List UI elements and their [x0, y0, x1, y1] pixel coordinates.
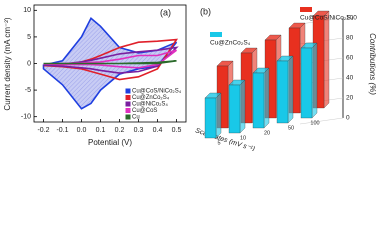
bar [276, 60, 289, 124]
bar [228, 84, 241, 134]
x-tick-label: 0.1 [96, 127, 106, 134]
y-tick-label: 20 [346, 95, 354, 102]
bar-side [287, 55, 294, 124]
y-tick-label: -10 [21, 114, 31, 121]
y-tick-label: 100 [346, 15, 357, 22]
legend-box [125, 114, 131, 120]
bar-side [323, 10, 330, 109]
bar-side [263, 67, 270, 129]
bar [252, 72, 265, 129]
y-axis-label: Contributions (%) [368, 33, 377, 95]
x-tick-label: 20 [264, 130, 270, 136]
bar-side [311, 42, 318, 119]
legend-label: Cu [132, 115, 140, 121]
y-tick-label: 40 [346, 75, 354, 82]
y-tick-label: 10 [23, 7, 31, 14]
x-tick-label: 50 [288, 125, 294, 131]
x-tick-label: 5 [217, 140, 220, 146]
x-tick-label: 0.4 [153, 127, 163, 134]
y-tick-label: 80 [346, 35, 354, 42]
cv-curve [43, 46, 179, 74]
panel-label: (a) [160, 7, 171, 17]
y-axis-label: Current density (mA cm⁻²) [3, 17, 12, 110]
x-tick-label: 0.5 [172, 127, 182, 134]
x-tick-label: 0.3 [134, 127, 144, 134]
x-tick-label: 0.0 [77, 127, 87, 134]
x-axis-label: Scan rates (mV s⁻¹) [194, 127, 255, 151]
y-tick-label: 5 [27, 34, 31, 41]
cv-curve [43, 49, 177, 69]
y-tick-label: 0 [27, 60, 31, 67]
legend-box [125, 101, 131, 107]
y-tick-label: -5 [25, 87, 31, 94]
y-tick-label: 60 [346, 55, 354, 62]
y-tick-label: 0 [346, 115, 350, 122]
bar-side [215, 92, 222, 139]
x-tick-label: 100 [310, 120, 319, 126]
x-tick-label: -0.2 [37, 127, 49, 134]
cv-curve [43, 60, 177, 65]
legend-box [125, 108, 131, 113]
figure: (a) Potential (V) Current density (mA cm… [3, 4, 377, 151]
x-tick-label: 0.2 [115, 127, 125, 134]
legend-box [125, 95, 131, 100]
panel-label: (b) [200, 6, 211, 16]
x-axis-label: Potential (V) [88, 138, 132, 147]
bar-side [239, 79, 246, 134]
legend-label: Cu@ZnCo₂S₄ [210, 40, 251, 47]
x-tick-label: 10 [240, 135, 246, 141]
legend-label: Cu@ZnCo₂S₄ [132, 95, 170, 101]
bar [300, 47, 313, 119]
legend-box [300, 7, 312, 12]
legend-label: Cu@CoS/NiCo₂S₄ [132, 89, 182, 95]
x-tick-label: -0.1 [56, 127, 68, 134]
legend-box [125, 88, 131, 94]
legend-label: Cu@NiCo₂S₄ [132, 102, 168, 108]
grid-line [299, 117, 344, 125]
legend-label: Cu@CoS [132, 108, 157, 114]
bar [204, 97, 217, 139]
legend-box [210, 32, 222, 37]
legend-label: Cu@CoS/NiCo₂S₄ [300, 15, 354, 22]
